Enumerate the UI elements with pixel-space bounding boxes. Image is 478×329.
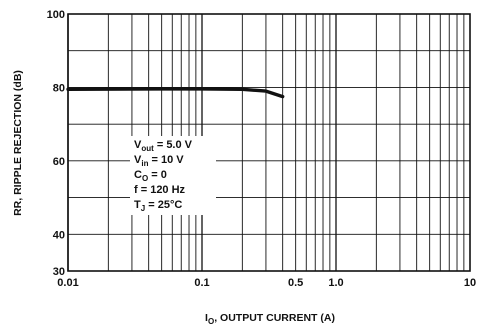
x-tick-label: 0.01: [57, 277, 78, 289]
condition-line: f = 120 Hz: [134, 184, 186, 196]
ripple-rejection-line: [66, 87, 285, 99]
y-tick-label: 80: [53, 82, 65, 94]
x-tick-label: 1.0: [328, 277, 343, 289]
conditions-background: [130, 136, 216, 215]
x-axis-title: IO, OUTPUT CURRENT (A): [205, 312, 335, 326]
x-axis-title-sub: O: [208, 317, 214, 326]
x-tick-label: 10: [464, 277, 476, 289]
x-tick-label: 0.5: [288, 277, 303, 289]
condition-line: Vin = 10 V: [134, 154, 184, 168]
x-tick-labels: 0.01 0.1 0.5 1.0 10: [57, 277, 476, 289]
y-tick-label: 40: [53, 229, 65, 241]
y-tick-label: 30: [53, 266, 65, 278]
x-axis-title-rest: , OUTPUT CURRENT (A): [214, 312, 335, 324]
x-tick-label: 0.1: [194, 277, 209, 289]
y-axis-title: RR, RIPPLE REJECTION (dB): [12, 70, 24, 216]
condition-line: TJ = 25°C: [134, 199, 182, 213]
x-axis-title-main: I: [205, 312, 208, 324]
series-layer: [66, 87, 285, 99]
plot-frame: [67, 13, 471, 272]
grid: [67, 13, 470, 272]
y-tick-label: 60: [53, 156, 65, 168]
condition-line: CO = 0: [134, 169, 167, 183]
y-tick-labels: 30 40 60 80 100: [47, 9, 65, 278]
condition-line: Vout = 5.0 V: [134, 139, 193, 153]
y-tick-label: 100: [47, 9, 65, 21]
